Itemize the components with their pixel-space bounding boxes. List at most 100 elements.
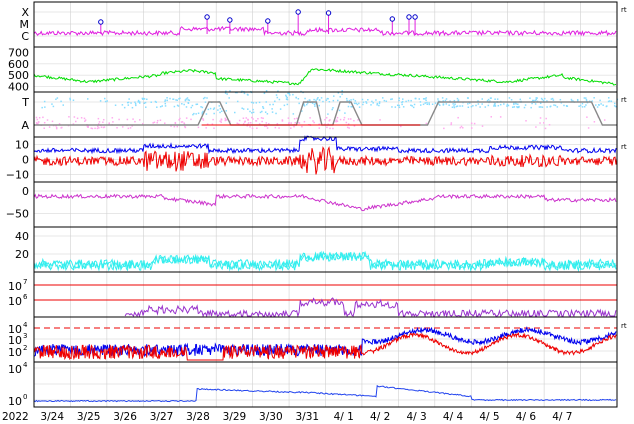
ta-scatter-point (481, 125, 484, 127)
ta-scatter-point (469, 102, 471, 104)
ta-scatter-point (159, 105, 162, 108)
ta-scatter-point (347, 123, 350, 125)
ta-scatter-point (535, 98, 538, 101)
ta-scatter-point (613, 105, 616, 107)
ta-scatter-point (402, 106, 405, 108)
ta-scatter-point (220, 121, 222, 123)
ta-scatter-point (213, 112, 215, 115)
ta-scatter-point (477, 103, 480, 105)
ta-scatter-point (103, 97, 106, 100)
ta-scatter-point (135, 104, 137, 107)
ta-scatter-point (354, 100, 357, 102)
ta-scatter-point (506, 105, 508, 107)
ta-scatter-point (607, 97, 610, 99)
ta-scatter-point (52, 105, 55, 108)
ta-scatter-point (445, 98, 448, 100)
ta-scatter-point (252, 111, 255, 114)
ta-scatter-point (263, 92, 266, 95)
ta-scatter-point (236, 100, 239, 103)
ta-scatter-point (183, 103, 185, 106)
ta-scatter-point (212, 108, 215, 110)
ta-scatter-point (606, 105, 608, 107)
ta-scatter-point (303, 103, 305, 105)
ta-scatter-point (426, 101, 428, 104)
solar-wind-speed-line (33, 68, 617, 86)
y-tick-label: 400 (8, 80, 29, 93)
ta-scatter-point (508, 97, 511, 99)
y-tick-label: 10 (8, 280, 22, 293)
ta-scatter-point (225, 119, 228, 121)
ta-scatter-point (602, 104, 604, 106)
ta-scatter-point (111, 117, 114, 119)
ta-scatter-point (313, 103, 316, 106)
ta-scatter-point (200, 106, 202, 108)
ta-scatter-point (275, 112, 277, 115)
ta-scatter-point (396, 104, 399, 107)
ta-scatter-point (219, 120, 221, 122)
ta-scatter-point (588, 100, 591, 102)
ta-scatter-point (43, 100, 46, 103)
ta-scatter-point (599, 99, 601, 102)
ta-scatter-point (55, 98, 57, 101)
ta-scatter-point (461, 105, 464, 107)
ta-scatter-point (290, 122, 292, 124)
ta-scatter-point (72, 123, 75, 125)
x-tick-label: 4/ 4 (443, 411, 464, 423)
ta-scatter-point (206, 123, 209, 125)
ta-scatter-point (329, 119, 331, 121)
ta-scatter-point (441, 97, 444, 99)
ta-scatter-point (419, 101, 422, 103)
ta-scatter-point (343, 116, 346, 119)
ta-scatter-point (46, 119, 49, 121)
ta-scatter-point (456, 105, 459, 107)
ta-scatter-point (455, 105, 458, 108)
ta-scatter-point (346, 126, 349, 129)
ta-scatter-point (542, 122, 545, 124)
ta-scatter-point (205, 113, 208, 115)
ta-scatter-point (256, 127, 258, 129)
ta-scatter-point (69, 98, 72, 101)
ta-scatter-point (104, 100, 107, 103)
ta-scatter-point (538, 106, 541, 108)
ta-scatter-point (442, 100, 444, 102)
ta-scatter-point (460, 125, 463, 128)
ta-scatter-point (226, 93, 228, 95)
ta-scatter-point (529, 97, 531, 99)
ta-scatter-point (481, 98, 484, 100)
ta-scatter-point (191, 104, 194, 107)
ta-scatter-point (301, 125, 303, 128)
ta-scatter-point (51, 103, 53, 105)
ta-scatter-point (350, 105, 352, 108)
ta-scatter-point (86, 125, 89, 128)
flare-marker (406, 14, 412, 20)
ta-scatter-point (73, 116, 76, 118)
ta-scatter-point (585, 98, 588, 101)
ta-scatter-point (489, 100, 491, 102)
ta-scatter-point (289, 94, 291, 96)
y-tick-exponent: 0 (23, 393, 27, 401)
ta-scatter-point (356, 103, 359, 106)
ta-scatter-point (84, 119, 87, 121)
ta-scatter-point (450, 123, 452, 126)
ta-scatter-point (439, 104, 441, 107)
ta-scatter-point (288, 122, 290, 124)
ta-scatter-point (218, 105, 221, 107)
ta-scatter-point (346, 99, 348, 102)
ta-scatter-point (206, 97, 208, 99)
ta-scatter-point (312, 120, 314, 122)
x-tick-label: 3/26 (113, 411, 137, 423)
ta-scatter-point (437, 98, 439, 100)
flare-marker (389, 16, 396, 22)
ta-scatter-point (80, 117, 83, 119)
ta-scatter-point (425, 122, 428, 125)
ta-scatter-point (563, 104, 565, 107)
ta-scatter-point (352, 98, 355, 101)
ta-scatter-point (494, 105, 497, 107)
ta-scatter-point (318, 104, 320, 107)
ta-scatter-point (378, 102, 381, 105)
ta-scatter-point (587, 127, 590, 129)
ta-scatter-point (303, 120, 306, 123)
ta-scatter-point (542, 100, 545, 102)
right-label: rt (621, 6, 627, 14)
ta-scatter-point (90, 127, 93, 129)
